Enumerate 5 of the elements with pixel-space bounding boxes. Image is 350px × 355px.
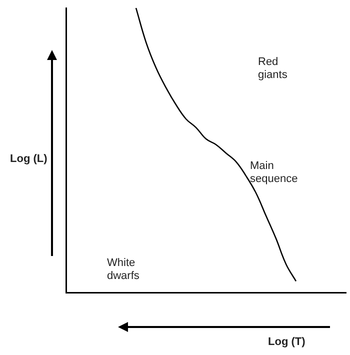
annotation: White dwarfs bbox=[107, 257, 140, 283]
annotation: Main sequence bbox=[250, 160, 299, 186]
annotation: Red giants bbox=[258, 56, 288, 82]
y-axis-title: Log (L) bbox=[10, 153, 48, 165]
x-axis-title: Log (T) bbox=[268, 336, 306, 348]
